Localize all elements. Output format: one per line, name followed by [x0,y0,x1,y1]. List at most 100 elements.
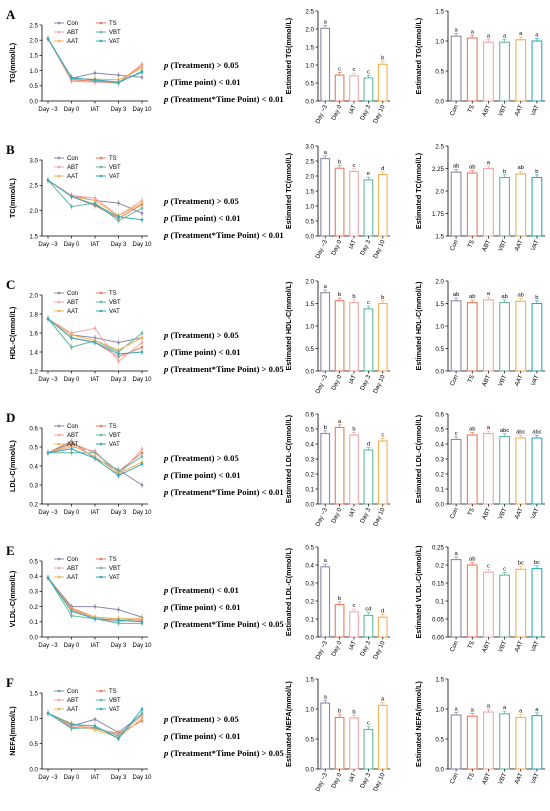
line-chart-0-legend-label: ABT [67,30,79,36]
group-bar-chart-4-sig-letter: bc [534,560,540,566]
stat-a-2: p (Time point) < 0.01 [164,77,241,87]
group-bar-chart-1-xtick-label: TS [466,239,476,249]
time-bar-chart-0-xtick-label: Day 3 [359,103,372,121]
time-bar-chart-1-xtick-label: Day 0 [330,238,343,256]
line-chart-3-point-ts [140,451,144,455]
line-chart-5-point-vat [46,711,50,715]
line-chart-1-xtick-label: IAT [91,242,100,248]
group-bar-chart-5-xtick-label: ABT [481,772,493,786]
group-bar-chart-4-xtick-label: VAT [530,640,541,653]
time-bar-chart-4-sig-letter: c [353,603,356,609]
group-bar-chart-4-sig-letter: bc [518,561,524,567]
time-bar-chart-3-xtick-label: IAT [348,507,358,518]
line-chart-3-legend-label: TS [109,424,117,430]
line-chart-5-point-vbt [140,711,144,715]
line-chart-2-xtick-label: Day −3 [38,377,58,383]
line-chart-1-point-vbt [140,206,144,210]
group-bar-chart-3-ylabel: Estimated LDL-C(mmol/L) [414,414,423,503]
group-bar-chart-5-xtick-label: VAT [530,772,541,785]
stat-b-3: p (Treatment*Time Point) < 0.01 [164,230,284,240]
time-bar-chart-5-xtick-label: Day 10 [372,771,387,792]
line-chart-4-point-con [117,608,120,611]
line-chart-1-point-vat [117,215,120,219]
line-chart-2-point-vat [140,350,144,354]
group-bar-chart-1-ytick-label: 2.0 [435,188,444,195]
line-chart-1-legend-marker [99,174,103,178]
line-chart-4-point-vat [117,618,120,622]
group-bar-chart-2-bar-2 [483,299,494,372]
line-chart-5-point-aat [93,728,97,731]
group-bar-chart-2-sig-letter: a [487,291,491,297]
group-bar-chart-5-ylabel: Estimated NEFA(mmol/L) [414,680,423,766]
group-bar-chart-4-ytick-label: 0.1 [435,598,444,605]
line-chart-3-legend-marker [99,433,103,437]
line-chart-1-xtick-label: Day 0 [64,242,80,248]
line-chart-2-legend-marker [57,300,61,304]
line-chart-5-legend-label: TS [109,689,117,695]
line-chart-1-ytick-label: 2.0 [29,208,38,215]
line-chart-2-point-aat [117,348,120,352]
group-bar-chart-4-ytick-label: 0.2 [435,562,444,569]
line-chart-2-legend-marker [57,291,61,295]
line-chart-0-point-con [140,75,144,79]
line-chart-4-point-vat [70,609,73,613]
group-bar-chart-5-ytick-label: 0.0 [435,766,444,773]
group-bar-chart-0-xtick-label: Con [449,103,460,117]
time-bar-chart-1-sig-letter: c [353,163,356,169]
line-chart-1-point-con [117,201,120,205]
group-bar-chart-3-sig-letter: abc [532,429,541,435]
time-bar-chart-5-ytick-label: 0.5 [305,736,314,743]
line-chart-0-point-vat [46,37,50,40]
time-bar-chart-0-ytick-label: 0.5 [305,80,314,87]
time-bar-chart-1-ytick-label: 2.5 [305,158,314,165]
time-bar-chart-4-ytick-label: 0.5 [305,544,314,551]
line-chart-5-legend-label: Con [67,689,78,695]
line-chart-2-legend-label: ABT [67,300,79,306]
time-bar-chart-0-ytick-label: 2.0 [305,26,314,33]
line-chart-1-legend-marker [57,174,61,178]
time-bar-chart-3-ytick-label: 0.0 [305,501,314,508]
group-bar-chart-3-bar-1 [466,434,478,505]
time-bar-chart-1-xtick-label: Day 3 [359,238,372,256]
line-chart-5-point-aat [140,717,144,720]
line-chart-1-point-vat [70,195,73,198]
line-chart-2-point-vbt [140,331,144,335]
time-bar-chart-4-sig-letter: cd [365,607,371,613]
time-bar-chart-5-bar-1 [334,716,345,770]
line-chart-1-ylabel: TC(mmol/L) [8,177,17,218]
time-bar-chart-0-xtick-label: Day −3 [314,103,329,124]
time-bar-chart-2-xtick-label: IAT [348,374,358,385]
line-chart-4-legend-label: AAT [67,575,79,581]
time-bar-chart-0-bar-0 [320,27,331,102]
line-chart-2-point-con [117,341,120,344]
time-bar-chart-3-ylabel: Estimated LDL-C(mmol/L) [284,414,293,503]
group-bar-chart-5-sig-letter: a [503,705,507,711]
line-chart-3-ytick-label: 0.2 [29,501,38,508]
group-bar-chart-5-xtick-label: VBT [497,772,509,786]
group-bar-chart-0-bar-3 [499,41,510,102]
time-bar-chart-4-bar-3 [363,614,374,638]
line-chart-5-legend-label: AAT [67,707,79,713]
line-chart-4-point-vbt [117,622,120,625]
group-bar-chart-5-sig-letter: a [471,708,475,714]
stat-a-1: p (Treatment) > 0.05 [164,60,239,70]
stat-e-1: p (Treatment) < 0.01 [164,585,239,595]
line-chart-2-legend-marker [99,300,103,304]
group-bar-chart-2-ytick-label: 2.0 [435,278,444,285]
group-bar-chart-3-xtick-label: VAT [530,507,541,520]
line-chart-3-xtick-label: Day 3 [111,510,127,516]
group-bar-chart-2-bar-4 [515,300,527,372]
time-bar-chart-0-xtick-label: Day 10 [372,103,387,124]
group-bar-chart-1-xtick-label: ABT [481,239,493,253]
line-chart-1-legend-label: VBT [109,165,121,171]
panel-letter: F [6,675,14,690]
time-bar-chart-0-ytick-label: 2.5 [305,8,314,15]
line-chart-0-xtick-label: Day 0 [64,107,80,113]
line-chart-2-legend-marker [99,291,103,295]
stat-b-1: p (Treatment) > 0.05 [164,196,239,206]
line-chart-0-legend-marker [57,21,61,25]
group-bar-chart-5-bar-3 [499,713,510,770]
time-bar-chart-2-ytick-label: 1.5 [305,301,314,308]
line-chart-2-point-vat [117,352,120,356]
line-chart-4-legend-marker [57,557,61,561]
